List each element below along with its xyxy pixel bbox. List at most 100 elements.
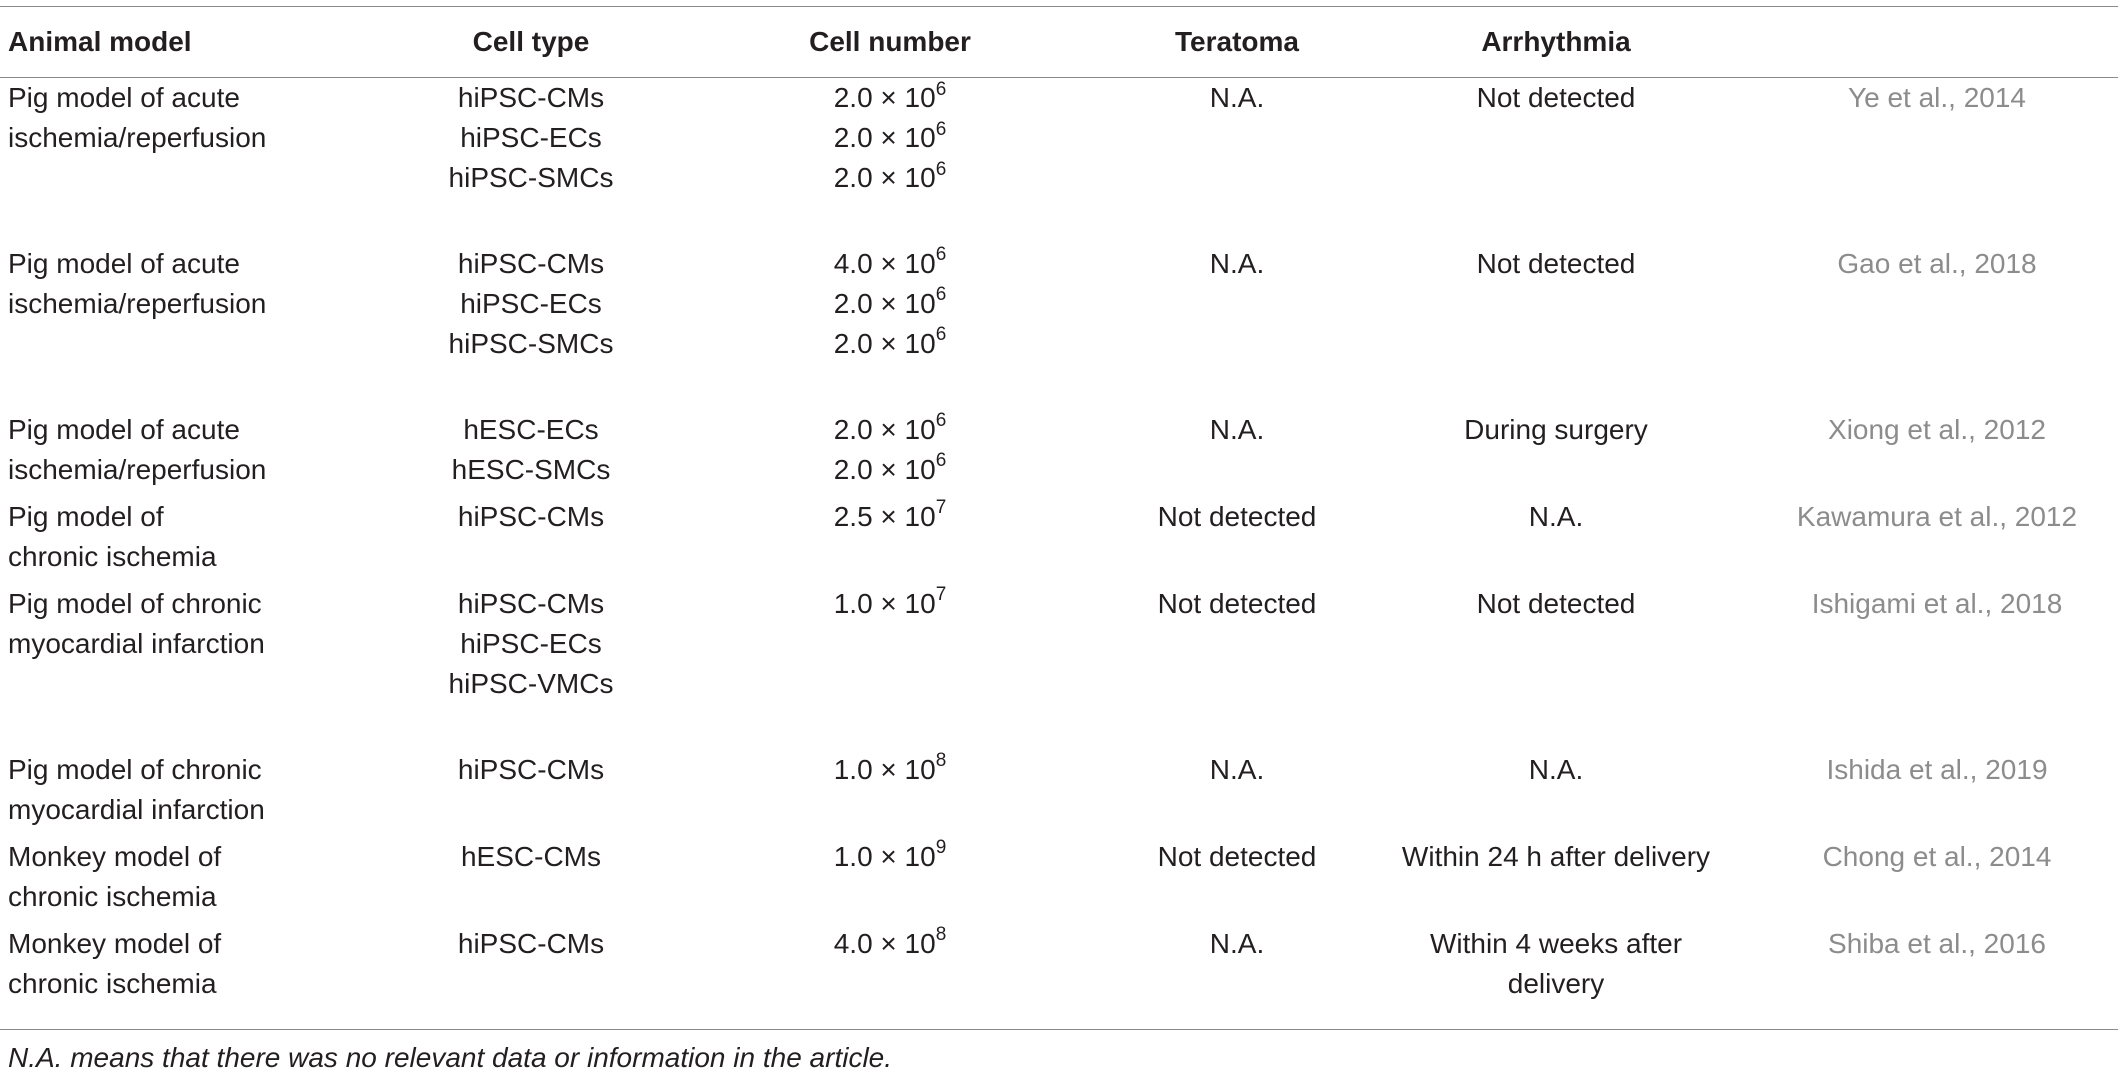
animal-model-cell-line: Pig model of acute: [8, 82, 240, 113]
cell-number-exponent: 6: [935, 244, 947, 266]
animal-model-cell-line: chronic ischemia: [8, 967, 217, 999]
cell-type-cell-line: hiPSC-SMCs: [448, 162, 614, 193]
cell-number-exponent: 8: [935, 750, 947, 772]
arrhythmia-cell-line: Not detected: [1476, 247, 1636, 279]
arrhythmia-cell-line: delivery: [1507, 967, 1605, 999]
arrhythmia-cell: Within 4 weeks after delivery: [1356, 924, 1756, 1030]
teratoma-cell-line: N.A.: [1209, 413, 1265, 445]
cell-type-cell: hiPSC-CMs hiPSC-ECs hiPSC-SMCs: [400, 78, 662, 244]
cell-number-value: 2.0 × 106: [662, 158, 1118, 198]
arrhythmia-cell: Not detected: [1356, 244, 1756, 410]
header-teratoma: Teratoma: [1175, 26, 1299, 57]
animal-model-cell-line: Monkey model of: [8, 840, 222, 872]
teratoma-cell: N.A.: [1118, 410, 1356, 497]
cell-type-cell-line: hiPSC-ECs: [460, 287, 602, 319]
cell-type-cell-line: hESC-CMs: [460, 840, 601, 872]
cell-number-value: 2.0 × 106: [662, 284, 1118, 324]
animal-model-cell-line: chronic ischemia: [8, 540, 217, 572]
reference-text: Xiong et al., 2012: [1828, 413, 2046, 445]
arrhythmia-cell-line: Not detected: [1476, 587, 1636, 619]
table-row: Monkey model of chronic ischemia hiPSC-CMs…: [0, 924, 2118, 1030]
arrhythmia-cell-line: Not detected: [1476, 82, 1636, 113]
reference-cell: Xiong et al., 2012: [1756, 410, 2118, 497]
animal-model-cell-line: myocardial infarction: [8, 627, 265, 659]
cell-type-cell-line: hiPSC-CMs: [457, 500, 605, 532]
arrhythmia-cell-line: During surgery: [1464, 413, 1648, 445]
cell-number-value: 1.0 × 109: [662, 837, 1118, 877]
teratoma-cell-line: N.A.: [1209, 82, 1265, 113]
table-row: Pig model of acute ischemia/reperfusion hE…: [0, 410, 2118, 497]
table-footnote: N.A. means that there was no relevant da…: [8, 1042, 893, 1073]
cell-type-cell-line: hiPSC-CMs: [457, 753, 605, 785]
header-row: Animal model Cell type Cell number Terat…: [0, 6, 2118, 78]
cell-type-cell-line: hESC-SMCs: [451, 453, 611, 485]
arrhythmia-cell-line: Within 24 h after delivery: [1401, 840, 1711, 872]
cell-number-cell: 4.0 × 108: [662, 924, 1118, 1030]
cell-number-exponent: 6: [935, 450, 947, 472]
animal-model-cell: Monkey model of chronic ischemia: [0, 837, 400, 924]
cell-number-mantissa: 2.0 × 10: [833, 413, 936, 445]
teratoma-cell-line: N.A.: [1209, 753, 1265, 785]
animal-model-cell-line: myocardial infarction: [8, 793, 265, 825]
teratoma-cell-line: N.A.: [1209, 247, 1265, 279]
reference-text: Shiba et al., 2016: [1828, 927, 2046, 959]
data-table: Animal model Cell type Cell number Terat…: [0, 6, 2118, 1030]
teratoma-cell: N.A.: [1118, 244, 1356, 410]
cell-number-exponent: 7: [935, 584, 947, 606]
cell-type-cell: hiPSC-CMs hiPSC-ECs hiPSC-SMCs: [400, 244, 662, 410]
teratoma-cell: N.A.: [1118, 924, 1356, 1030]
animal-model-cell-line: ischemia/reperfusion: [8, 453, 267, 485]
animal-model-cell-line: Pig model of chronic: [8, 753, 262, 785]
animal-model-cell-line: ischemia/reperfusion: [8, 122, 267, 153]
cell-number-value: 2.0 × 106: [662, 450, 1118, 490]
cell-type-cell-line: hiPSC-CMs: [457, 82, 605, 113]
reference-cell: Ishida et al., 2019: [1756, 750, 2118, 837]
arrhythmia-cell-line: N.A.: [1528, 500, 1584, 532]
cell-number-value: 2.0 × 106: [662, 78, 1118, 118]
cell-type-cell: hiPSC-CMs: [400, 497, 662, 584]
cell-number-exponent: 6: [935, 158, 947, 180]
cell-number-cell: 1.0 × 109: [662, 837, 1118, 924]
table-row: Pig model of acute ischemia/reperfusion hi…: [0, 78, 2118, 244]
cell-number-exponent: 6: [935, 118, 947, 140]
cell-number-cell: 1.0 × 107: [662, 584, 1118, 750]
cell-type-cell-line: hiPSC-CMs: [457, 247, 605, 279]
cell-number-mantissa: 1.0 × 10: [833, 587, 936, 619]
reference-text: Ye et al., 2014: [1847, 82, 2026, 113]
cell-number-cell: 2.0 × 106 2.0 × 106 2.0 × 106: [662, 78, 1118, 244]
cell-number-mantissa: 2.5 × 10: [833, 500, 936, 532]
cell-number-mantissa: 1.0 × 10: [833, 840, 936, 872]
header-cell-type: Cell type: [472, 26, 590, 57]
cell-number-mantissa: 4.0 × 10: [833, 247, 936, 279]
cell-number-mantissa: 2.0 × 10: [833, 453, 936, 485]
cell-number-exponent: 6: [935, 78, 947, 100]
cell-number-cell: 1.0 × 108: [662, 750, 1118, 837]
reference-text: Ishigami et al., 2018: [1811, 587, 2063, 619]
animal-model-cell: Monkey model of chronic ischemia: [0, 924, 400, 1030]
cell-type-cell: hESC-CMs: [400, 837, 662, 924]
animal-model-cell: Pig model of chronic myocardial infarctio…: [0, 750, 400, 837]
cell-number-mantissa: 2.0 × 10: [833, 287, 936, 319]
arrhythmia-cell-line: N.A.: [1528, 753, 1584, 785]
cell-number-mantissa: 2.0 × 10: [833, 122, 936, 153]
animal-model-cell-line: chronic ischemia: [8, 880, 217, 912]
teratoma-cell-line: Not detected: [1157, 500, 1317, 532]
table-row: Pig model of acute ischemia/reperfusion hi…: [0, 244, 2118, 410]
cell-type-cell-line: hESC-ECs: [463, 413, 599, 445]
arrhythmia-cell: Not detected: [1356, 78, 1756, 244]
arrhythmia-cell-line: Within 4 weeks after: [1429, 927, 1683, 959]
cell-number-mantissa: 2.0 × 10: [833, 82, 936, 113]
animal-model-cell-line: ischemia/reperfusion: [8, 287, 267, 319]
cell-number-mantissa: 2.0 × 10: [833, 327, 936, 359]
reference-text: Gao et al., 2018: [1837, 247, 2037, 279]
cell-number-value: 2.0 × 106: [662, 324, 1118, 364]
reference-cell: Ishigami et al., 2018: [1756, 584, 2118, 750]
cell-number-exponent: 6: [935, 324, 947, 346]
cell-type-cell: hiPSC-CMs hiPSC-ECs hiPSC-VMCs: [400, 584, 662, 750]
animal-model-cell-line: Pig model of acute: [8, 413, 240, 445]
arrhythmia-cell: During surgery: [1356, 410, 1756, 497]
reference-cell: Chong et al., 2014: [1756, 837, 2118, 924]
arrhythmia-cell: N.A.: [1356, 750, 1756, 837]
reference-cell: Gao et al., 2018: [1756, 244, 2118, 410]
